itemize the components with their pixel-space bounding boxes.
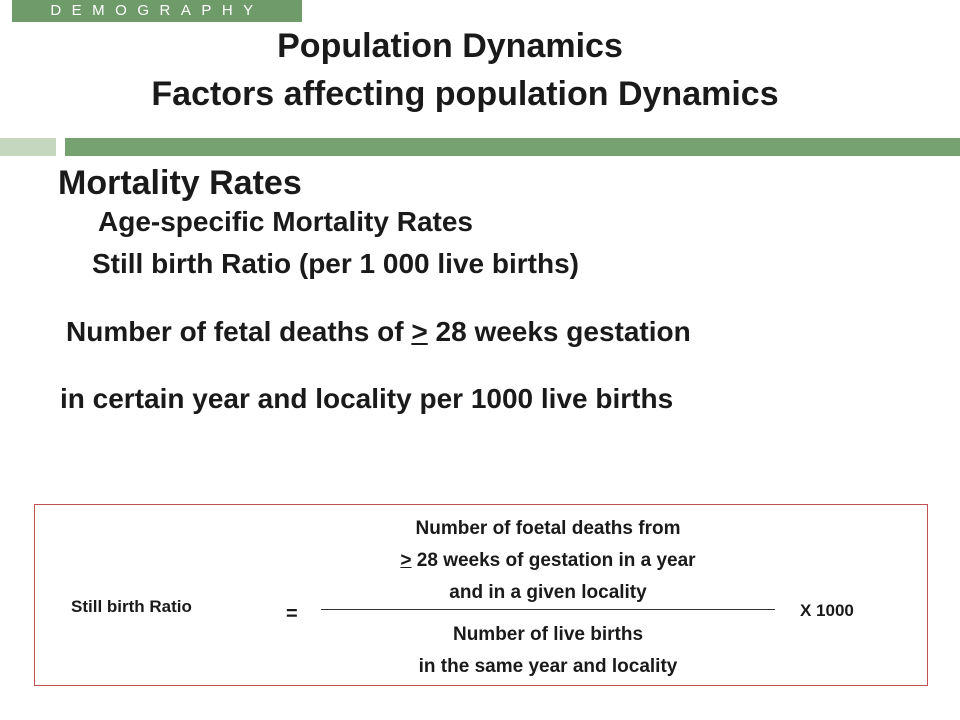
- formula-box: Still birth Ratio = Number of foetal dea…: [34, 504, 928, 686]
- denominator-line-1: Number of live births: [452, 624, 644, 645]
- divider-bar-left: [0, 138, 56, 156]
- formula-numerator: Number of foetal deaths from > 28 weeks …: [321, 513, 775, 609]
- formula-multiplier: X 1000: [800, 601, 854, 620]
- page-subtitle: Factors affecting population Dynamics: [151, 75, 779, 113]
- formula-denominator: Number of live births in the same year a…: [321, 619, 775, 683]
- demography-badge: DEMOGRAPHY: [12, 0, 302, 22]
- numerator-line-2-text: 28 weeks of gestation in a year: [411, 550, 696, 571]
- heading-age-specific: Age-specific Mortality Rates: [98, 206, 473, 237]
- fraction-bar: [321, 609, 775, 610]
- heading-still-birth-ratio: Still birth Ratio (per 1 000 live births…: [92, 248, 579, 279]
- numerator-line-2: > 28 weeks of gestation in a year: [321, 545, 775, 577]
- denominator-line-2: in the same year and locality: [418, 656, 678, 677]
- numerator-line-1: Number of foetal deaths from: [415, 518, 681, 539]
- heading-mortality-rates: Mortality Rates: [58, 164, 302, 202]
- definition-line-1: Number of fetal deaths of > 28 weeks ges…: [66, 314, 691, 350]
- definition-text-pre: Number of fetal deaths of: [66, 316, 412, 347]
- formula-label: Still birth Ratio: [71, 597, 192, 616]
- greater-equal-symbol: >: [411, 316, 428, 347]
- definition-line-2: in certain year and locality per 1000 li…: [60, 383, 674, 414]
- numerator-line-3: and in a given locality: [449, 582, 647, 603]
- numerator-greater-equal-symbol: >: [400, 550, 412, 571]
- definition-text-post: 28 weeks gestation: [427, 316, 691, 347]
- divider-bar-right: [65, 138, 960, 156]
- page-title: Population Dynamics: [277, 27, 623, 65]
- formula-equals: =: [286, 603, 298, 625]
